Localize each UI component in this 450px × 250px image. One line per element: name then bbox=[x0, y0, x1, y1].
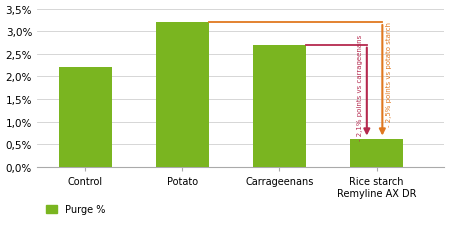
Legend: Purge %: Purge % bbox=[42, 200, 109, 218]
Bar bbox=[253, 46, 306, 167]
Bar bbox=[59, 68, 112, 167]
Bar bbox=[156, 23, 209, 167]
Bar bbox=[350, 139, 403, 167]
Text: - 2,1% points vs carrageenans: - 2,1% points vs carrageenans bbox=[357, 35, 363, 141]
Text: - 2,5% points vs potato starch: - 2,5% points vs potato starch bbox=[386, 22, 392, 127]
